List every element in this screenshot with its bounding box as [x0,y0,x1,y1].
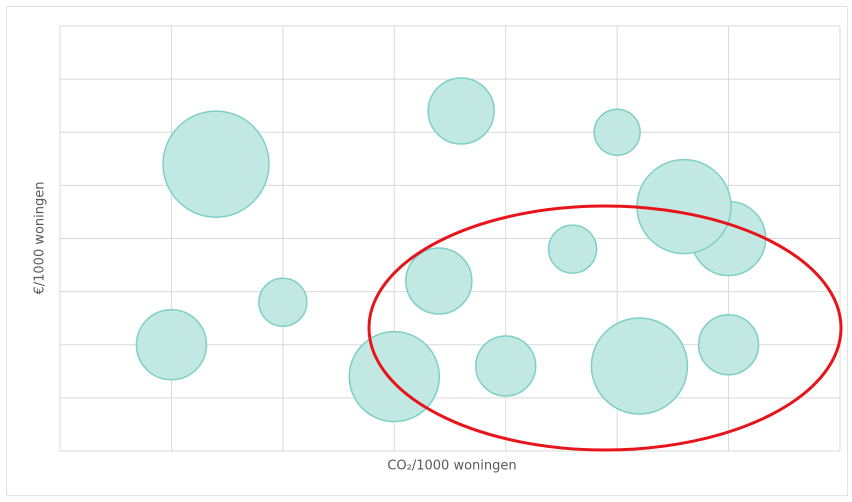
bubble [474,335,537,397]
bubble [258,277,308,327]
bubble [162,110,270,218]
y-axis-label: €/1000 woningen [33,181,48,294]
bubble [547,224,598,274]
bubble [405,247,473,315]
bubble [135,309,208,381]
bubble [348,330,441,423]
bubble [593,108,641,156]
x-axis-label: CO₂/1000 woningen [387,459,516,474]
bubble [636,158,732,255]
bubble [590,317,689,415]
bubble [427,77,495,145]
bubble [697,314,760,376]
highlight-ellipse [367,204,843,452]
bubbles [135,77,767,423]
